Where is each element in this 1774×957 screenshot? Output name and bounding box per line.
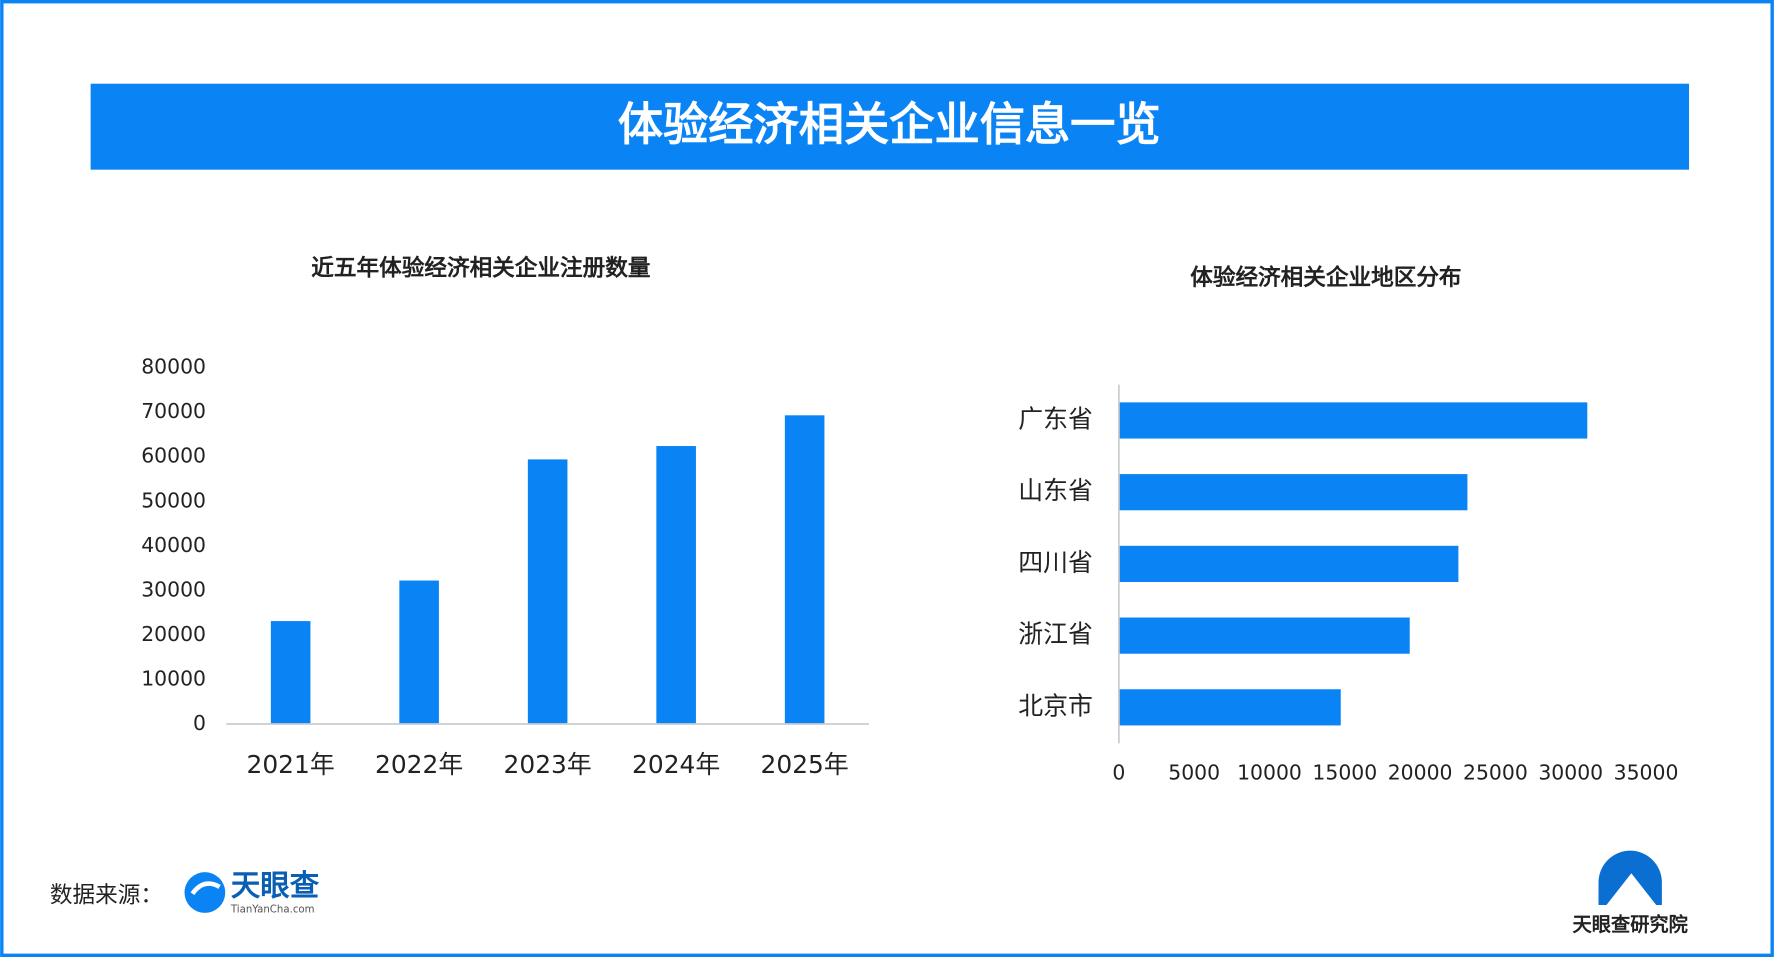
y-tick-label: 浙江省 [1018, 620, 1093, 649]
y-tick-label: 北京市 [1018, 691, 1093, 720]
y-tick-label: 0 [193, 711, 206, 735]
x-tick-label: 30000 [1538, 761, 1603, 785]
y-tick-label: 10000 [141, 666, 206, 690]
bar [270, 621, 311, 724]
x-tick-label: 35000 [1614, 761, 1679, 785]
y-tick-label: 四川省 [1018, 548, 1093, 577]
y-tick-label: 广东省 [1018, 404, 1093, 433]
y-tick-label: 山东省 [1018, 476, 1093, 505]
page-title: 体验经济相关企业信息一览 [618, 98, 1161, 151]
x-tick-label: 2024年 [632, 750, 720, 779]
y-tick-label: 70000 [141, 399, 206, 423]
bar [1118, 474, 1468, 511]
x-tick-label: 2023年 [504, 750, 592, 779]
x-tick-label: 0 [1112, 761, 1125, 785]
institute-name: 天眼查研究院 [1573, 913, 1688, 936]
y-tick-label: 50000 [141, 488, 206, 512]
x-tick-label: 2025年 [761, 750, 849, 779]
bar [527, 459, 568, 724]
chart-title: 近五年体验经济相关企业注册数量 [311, 255, 651, 282]
bar [784, 415, 825, 724]
source-label: 数据来源： [50, 882, 163, 908]
chart-title: 体验经济相关企业地区分布 [1190, 264, 1461, 291]
institute-icon [1606, 873, 1657, 905]
bar [1118, 689, 1341, 726]
y-tick-label: 60000 [141, 444, 206, 468]
x-tick-label: 5000 [1168, 761, 1220, 785]
y-tick-label: 80000 [141, 355, 206, 379]
logo-icon [190, 881, 221, 896]
logo-icon [184, 872, 226, 913]
logo: 天眼查 TianYanCha.com [184, 868, 320, 915]
bar [1118, 402, 1588, 439]
bar [1118, 545, 1459, 583]
x-tick-label: 15000 [1312, 761, 1377, 785]
x-tick-label: 10000 [1237, 761, 1302, 785]
bar [1118, 617, 1410, 654]
y-tick-label: 30000 [141, 577, 206, 601]
bar [656, 446, 696, 724]
logo-url: TianYanCha.com [230, 904, 315, 915]
y-tick-label: 40000 [141, 533, 206, 557]
logo-name: 天眼查 [231, 868, 320, 902]
x-tick-label: 20000 [1388, 761, 1453, 785]
title-banner [90, 83, 1690, 170]
y-tick-label: 20000 [141, 622, 206, 646]
bar [399, 580, 439, 724]
x-tick-label: 2021年 [247, 750, 335, 779]
x-tick-label: 25000 [1463, 761, 1528, 785]
institute-logo: 天眼查研究院 [1573, 850, 1688, 936]
x-tick-label: 2022年 [375, 750, 463, 779]
